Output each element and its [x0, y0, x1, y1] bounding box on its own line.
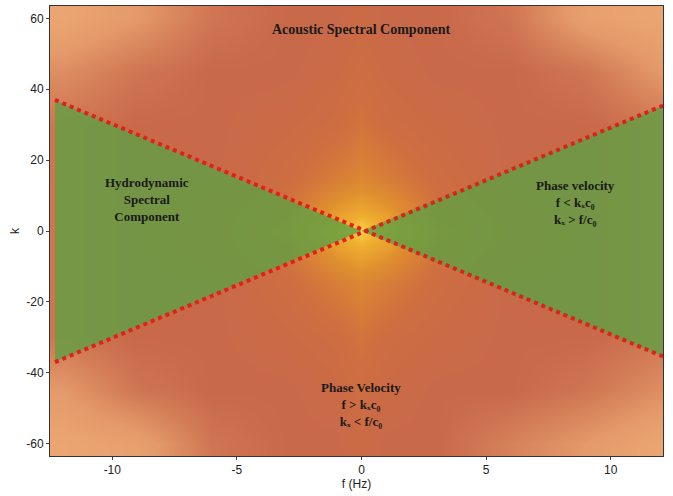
svg-text:-5: -5 — [232, 463, 243, 477]
svg-text:k: k — [8, 227, 22, 234]
svg-text:f (Hz): f (Hz) — [342, 477, 371, 491]
svg-text:10: 10 — [604, 463, 618, 477]
svg-text:40: 40 — [30, 82, 44, 96]
svg-text:-20: -20 — [26, 295, 44, 309]
svg-text:-60: -60 — [26, 437, 44, 451]
svg-text:0: 0 — [37, 224, 44, 238]
svg-text:60: 60 — [30, 12, 44, 26]
svg-text:-10: -10 — [104, 463, 122, 477]
svg-text:Acoustic Spectral Component: Acoustic Spectral Component — [272, 22, 450, 37]
svg-text:-40: -40 — [26, 366, 44, 380]
svg-text:0: 0 — [358, 463, 365, 477]
svg-text:Phase velocityf < kₓc₀kₓ > f/c: Phase velocityf < kₓc₀kₓ > f/c₀ — [536, 178, 615, 227]
svg-text:5: 5 — [483, 463, 490, 477]
svg-text:HydrodynamicSpectralComponent: HydrodynamicSpectralComponent — [105, 175, 189, 224]
svg-text:Phase Velocityf > kₓc₀kₓ < f/c: Phase Velocityf > kₓc₀kₓ < f/c₀ — [321, 380, 401, 429]
svg-text:20: 20 — [30, 153, 44, 167]
